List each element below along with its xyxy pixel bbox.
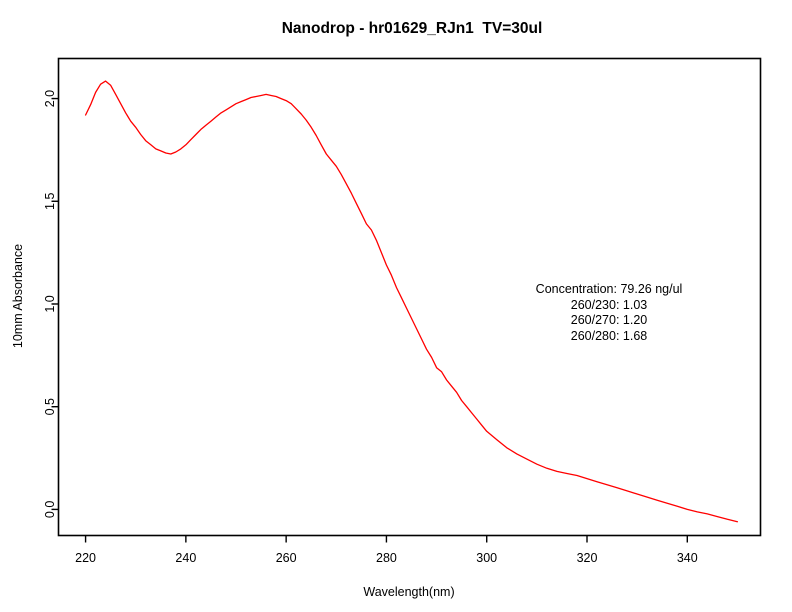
x-tick-label: 240 bbox=[175, 551, 196, 565]
annotation-line-concentration: Concentration: 79.26 ng/ul bbox=[535, 282, 683, 296]
plot-box bbox=[57, 57, 762, 537]
y-tick-label: 0.0 bbox=[43, 501, 57, 518]
y-tick-label: 1.5 bbox=[43, 193, 57, 210]
y-tick-label: 1.0 bbox=[43, 295, 57, 312]
chart-title: Nanodrop - hr01629_RJn1 TV=30ul bbox=[281, 20, 543, 37]
y-tick-label: 0.5 bbox=[43, 398, 57, 415]
spectrum-curve-group bbox=[84, 80, 739, 523]
x-tick-label: 320 bbox=[577, 551, 598, 565]
x-tick-label: 260 bbox=[276, 551, 297, 565]
y-tick-label: 2.0 bbox=[43, 90, 57, 107]
annotation-line-260-230: 260/230: 1.03 bbox=[570, 297, 648, 312]
concentration-annotation: Concentration: 79.26 ng/ul 260/230: 1.03… bbox=[536, 282, 683, 344]
annotation-line-260-280: 260/280: 1.68 bbox=[570, 328, 648, 343]
y-axis-title: 10mm Absorbance bbox=[11, 244, 25, 348]
x-tick-label: 280 bbox=[376, 551, 397, 565]
x-tick-label: 340 bbox=[677, 551, 698, 565]
x-tick-label: 220 bbox=[75, 551, 96, 565]
x-tick-label: 300 bbox=[476, 551, 497, 565]
annotation-line-260-270: 260/270: 1.20 bbox=[570, 313, 648, 328]
x-axis-ticks: 220 240 260 280 300 320 340 bbox=[75, 535, 698, 565]
x-axis-title: Wavelength(nm) bbox=[363, 585, 454, 599]
y-axis-ticks: 0.0 0.5 1.0 1.5 2.0 bbox=[43, 90, 59, 518]
spectrum-curve bbox=[84, 80, 739, 523]
